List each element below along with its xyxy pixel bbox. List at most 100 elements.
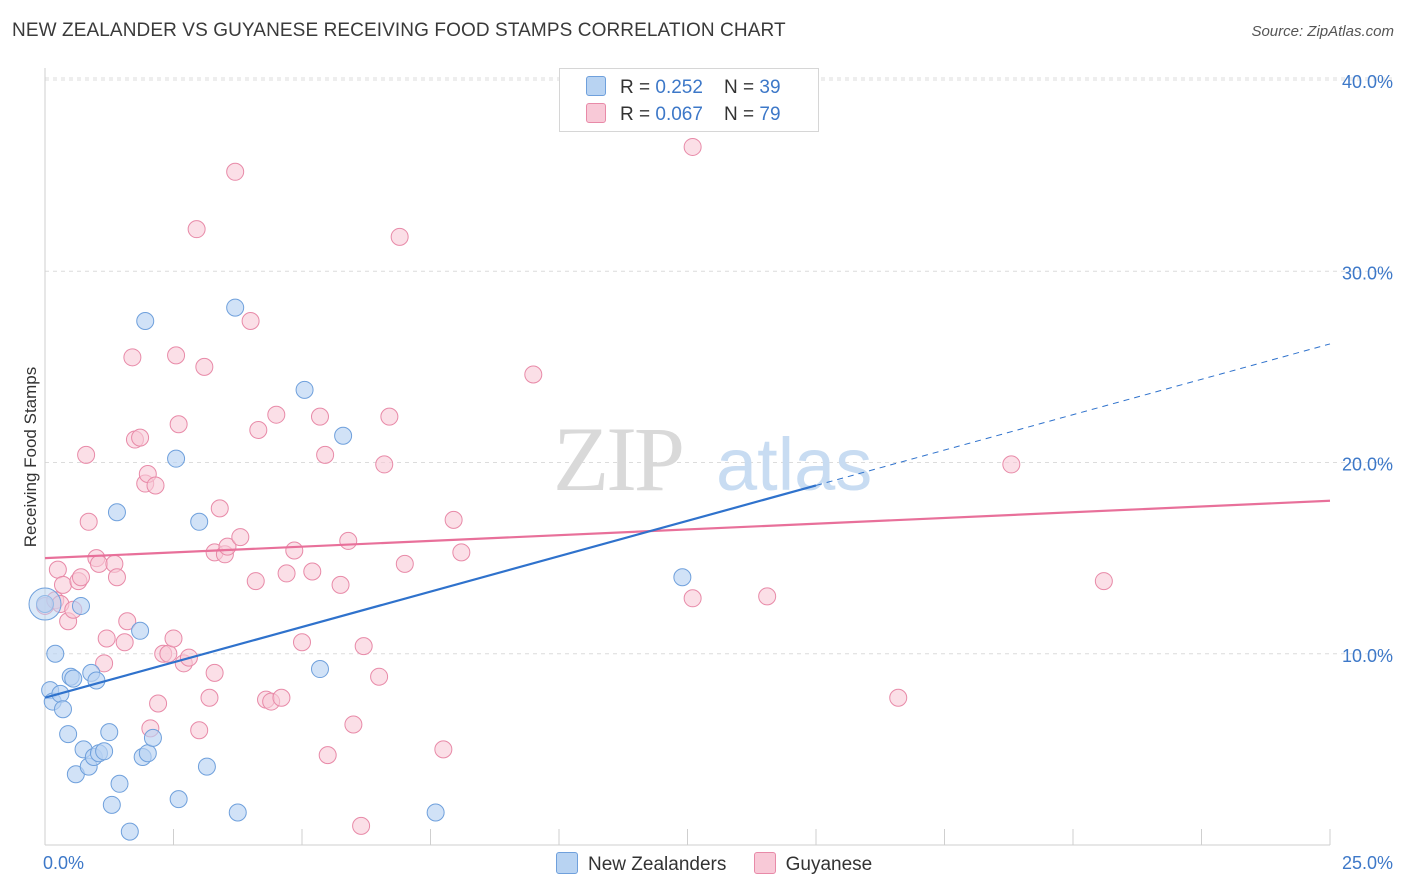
guyanese-point [331, 575, 350, 594]
new-zealanders-point [59, 725, 78, 744]
guyanese-point [452, 543, 471, 562]
guyanese-point [272, 688, 291, 707]
legend-item-new-zealanders[interactable]: New Zealanders [556, 852, 726, 876]
new-zealanders-point [197, 757, 216, 776]
guyanese-point [226, 162, 245, 181]
legend-label-guyanese: Guyanese [785, 854, 873, 875]
legend-label-new-zealanders: New Zealanders [588, 854, 727, 875]
legend-r-label: R = [620, 77, 656, 98]
y-tick-label: 10.0% [1342, 646, 1393, 666]
y-tick-label: 20.0% [1342, 455, 1393, 475]
guyanese-point [231, 528, 250, 547]
new-zealanders-point [102, 795, 121, 814]
guyanese-point [375, 455, 394, 474]
guyanese-point [149, 694, 168, 713]
guyanese-point [303, 562, 322, 581]
chart-title: NEW ZEALANDER VS GUYANESE RECEIVING FOOD… [12, 20, 786, 41]
guyanese-point [267, 405, 286, 424]
guyanese-point [97, 629, 116, 648]
legend-r-value: 0.067 [655, 104, 703, 125]
guyanese-point [190, 721, 209, 740]
watermark-zip: ZIP [553, 408, 682, 510]
guyanese-point [249, 420, 268, 439]
guyanese-point [352, 816, 371, 835]
new-zealanders-point [136, 311, 155, 330]
guyanese-point [1002, 455, 1021, 474]
new-zealanders-point-large [28, 587, 62, 621]
gridlines [45, 77, 1392, 655]
guyanese-point [524, 365, 543, 384]
axes [44, 68, 1331, 846]
x-tick-label: 0.0% [43, 853, 84, 873]
guyanese-point [889, 688, 908, 707]
guyanese-point [285, 541, 304, 560]
guyanese-point [169, 415, 188, 434]
new-zealanders-point [95, 742, 114, 761]
new-zealanders-point [310, 660, 329, 679]
new-zealanders-points [28, 298, 692, 841]
guyanese-point [79, 512, 98, 531]
legend-n-value: 79 [759, 104, 781, 125]
new-zealanders-point [87, 671, 106, 690]
y-tick-label: 40.0% [1342, 72, 1393, 92]
guyanese-point [71, 568, 90, 587]
guyanese-point [123, 348, 142, 367]
new-zealanders-point [110, 774, 129, 793]
guyanese-point [344, 715, 363, 734]
new-zealanders-trend-line [44, 484, 817, 699]
guyanese-point [205, 663, 224, 682]
new-zealanders-point [673, 568, 692, 587]
guyanese-point [395, 554, 414, 573]
guyanese-point [277, 564, 296, 583]
guyanese-point [48, 560, 67, 579]
new-zealanders-point [53, 700, 72, 719]
guyanese-point [115, 633, 134, 652]
guyanese-point [380, 407, 399, 426]
legend-swatch-pink [586, 103, 606, 123]
new-zealanders-point [226, 298, 245, 317]
guyanese-point [1094, 572, 1113, 591]
y-tick-label: 30.0% [1342, 263, 1393, 283]
new-zealanders-point [120, 822, 139, 841]
new-zealanders-point [334, 426, 353, 445]
new-zealanders-point [131, 621, 150, 640]
new-zealanders-point [295, 380, 314, 399]
series-legend: New Zealanders Guyanese [556, 852, 894, 876]
new-zealanders-point [426, 803, 445, 822]
guyanese-point [318, 746, 337, 765]
legend-item-guyanese[interactable]: Guyanese [753, 852, 873, 876]
guyanese-point [95, 654, 114, 673]
guyanese-point [241, 311, 260, 330]
guyanese-point [53, 575, 72, 594]
guyanese-point [293, 633, 311, 652]
legend-r-value: 0.252 [655, 77, 703, 98]
legend-swatch-blue [586, 76, 606, 96]
legend-row-new-zealanders: R = 0.252 N = 39 [586, 76, 781, 98]
guyanese-point [316, 445, 335, 464]
guyanese-point [167, 346, 186, 365]
guyanese-point [210, 499, 229, 518]
guyanese-point [434, 740, 453, 759]
guyanese-point [390, 227, 409, 246]
x-tick-label: 25.0% [1342, 853, 1393, 873]
guyanese-point [354, 637, 373, 656]
new-zealanders-point [169, 790, 188, 809]
y-axis-label: Receiving Food Stamps [21, 367, 40, 547]
tick-labels: 10.0% 20.0% 30.0% 40.0% 0.0% 25.0% [43, 72, 1393, 873]
legend-n-label: N = [724, 104, 760, 125]
guyanese-point [683, 137, 702, 156]
legend-n-value: 39 [759, 77, 781, 98]
new-zealanders-point [190, 512, 209, 531]
legend-row-guyanese: R = 0.067 N = 79 [586, 103, 781, 125]
legend-r-label: R = [620, 104, 656, 125]
guyanese-point [159, 644, 178, 663]
watermark: ZIP atlas [553, 408, 872, 510]
guyanese-point [200, 688, 219, 707]
source-label: Source: ZipAtlas.com [1251, 23, 1394, 40]
new-zealanders-point [138, 744, 157, 763]
guyanese-point [683, 589, 702, 608]
guyanese-point [310, 407, 329, 426]
legend-swatch-blue [556, 852, 578, 874]
guyanese-trend-line [44, 499, 1331, 560]
